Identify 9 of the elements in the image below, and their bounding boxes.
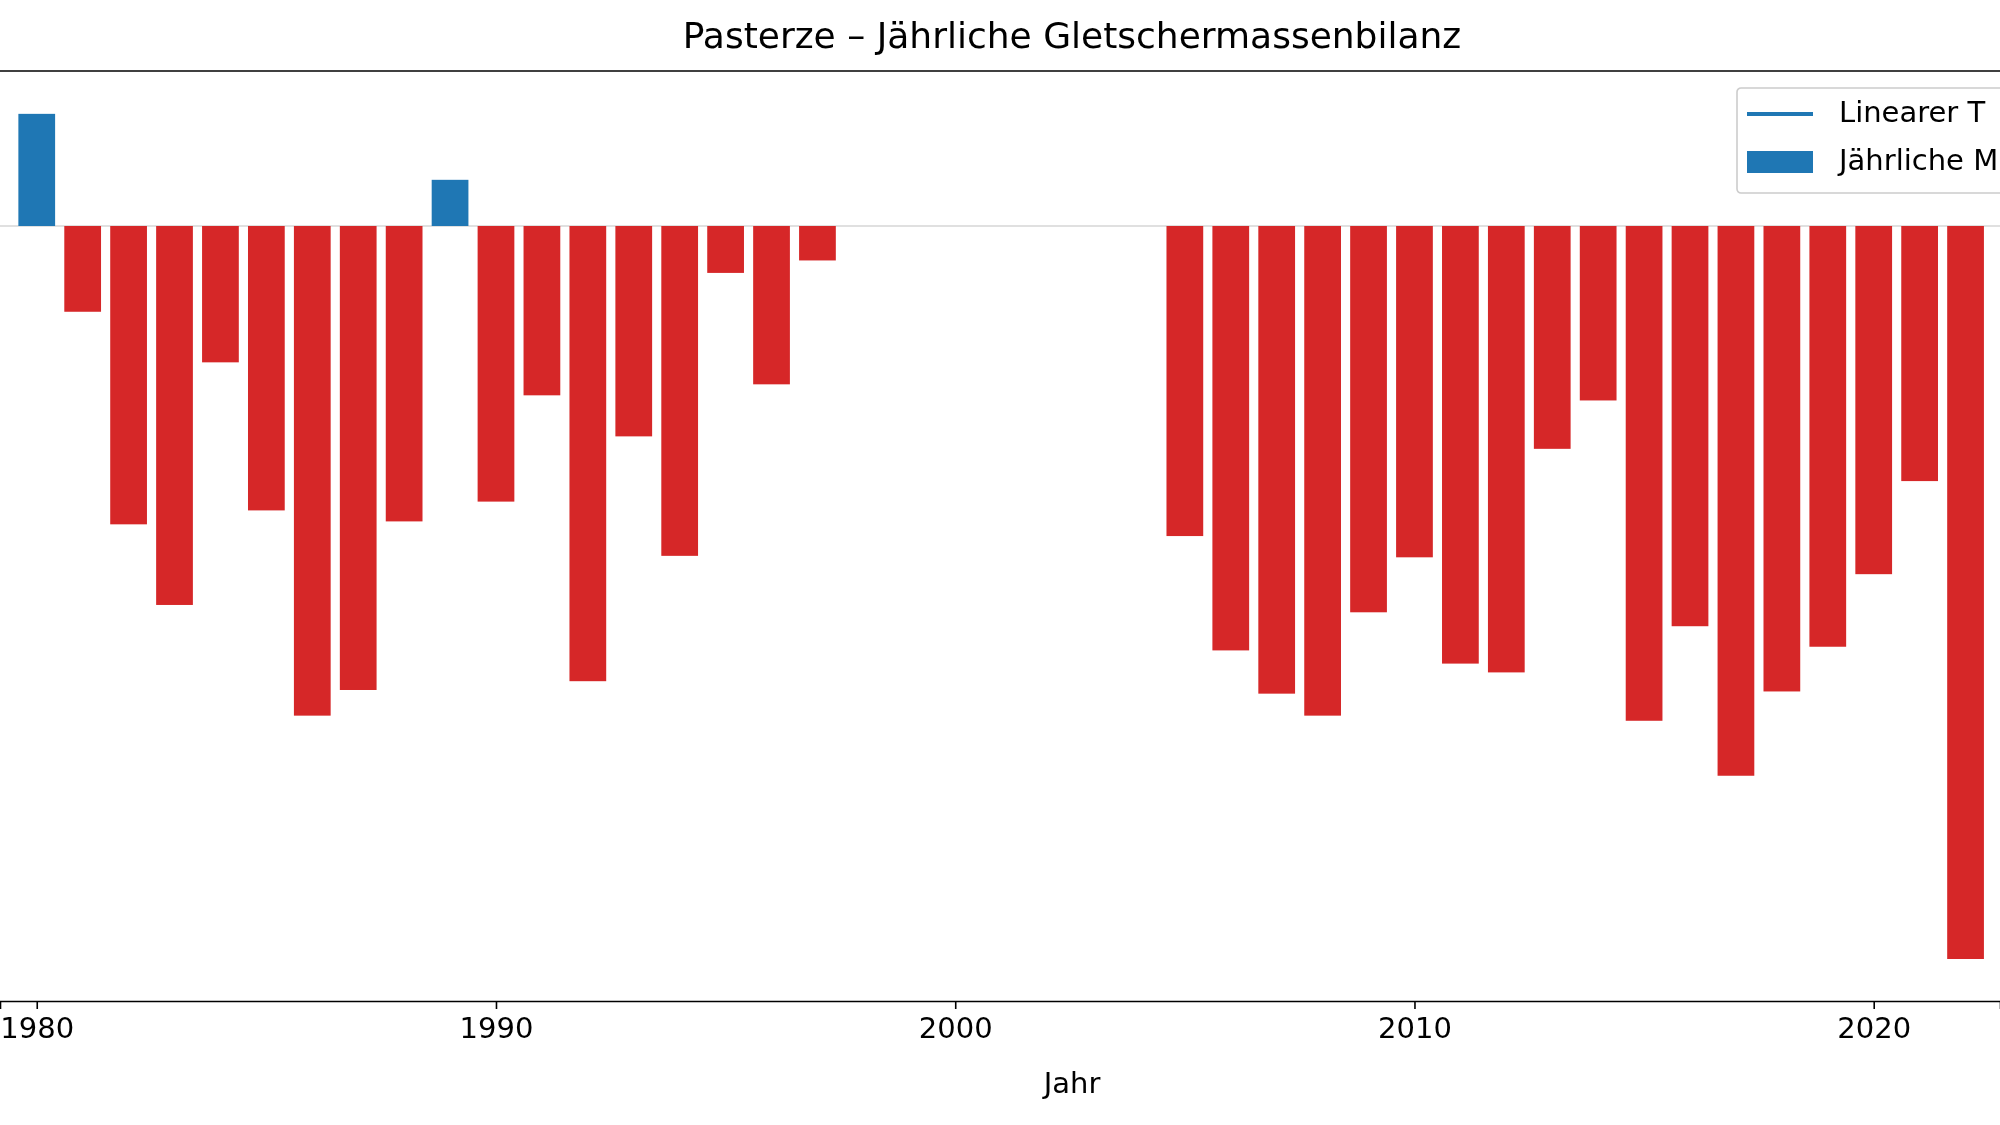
x-tick-label: 1990 <box>459 1010 534 1045</box>
x-tick-label: 2000 <box>918 1010 993 1045</box>
legend-label: Jährliche M <box>1837 143 1999 177</box>
legend-label: Linearer T <box>1839 95 1986 129</box>
x-tick-label: 1980 <box>0 1010 75 1045</box>
x-axis-title: Jahr <box>1041 1066 1101 1100</box>
x-tick-label: 2010 <box>1378 1010 1452 1045</box>
chart-title: Pasterze – Jährliche Gletschermassenbilanz <box>682 15 1462 56</box>
x-tick-label: 2020 <box>1837 1010 1912 1045</box>
